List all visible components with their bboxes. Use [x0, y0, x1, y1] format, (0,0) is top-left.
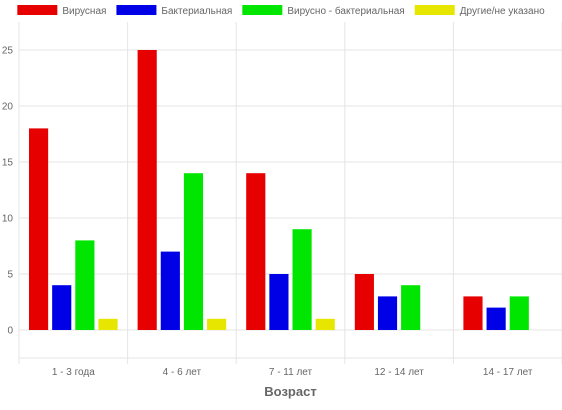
- bar[interactable]: [315, 318, 335, 330]
- bar[interactable]: [354, 274, 374, 330]
- bar[interactable]: [52, 285, 72, 330]
- legend-swatch: [17, 5, 58, 15]
- bar[interactable]: [98, 318, 118, 330]
- legend-item[interactable]: Другие/не указано: [414, 5, 545, 17]
- bar[interactable]: [292, 229, 312, 330]
- x-tick-label: 7 - 11 лет: [269, 367, 313, 378]
- legend-swatch: [242, 5, 283, 15]
- legend-item[interactable]: Вирусно - бактериальная: [242, 5, 405, 17]
- legend-label: Вирусная: [62, 6, 106, 17]
- legend-label: Другие/не указано: [460, 6, 545, 17]
- x-tick-label: 14 - 17 лет: [483, 367, 533, 378]
- y-tick-label: 5: [7, 270, 13, 281]
- legend-label: Вирусно - бактериальная: [287, 5, 404, 17]
- legend-item[interactable]: Бактериальная: [116, 5, 232, 17]
- y-tick-label: 0: [7, 326, 13, 337]
- bar[interactable]: [377, 296, 398, 330]
- bar[interactable]: [269, 274, 289, 330]
- bars: [29, 50, 529, 330]
- x-tick-label: 1 - 3 года: [52, 367, 95, 378]
- legend-swatch: [414, 5, 455, 15]
- legend-item[interactable]: Вирусная: [17, 5, 106, 17]
- bar[interactable]: [160, 251, 180, 330]
- x-tick-label: 12 - 14 лет: [374, 367, 424, 378]
- axes: 0 5 10 15 20 25 1 - 3 года 4 - 6 лет 7 - 11 лет 1…: [2, 46, 533, 379]
- bar[interactable]: [207, 318, 227, 330]
- bar[interactable]: [183, 173, 204, 330]
- bar[interactable]: [486, 307, 506, 330]
- y-tick-label: 15: [2, 158, 14, 169]
- x-tick-label: 4 - 6 лет: [163, 367, 202, 378]
- bar[interactable]: [29, 128, 49, 330]
- bar[interactable]: [246, 173, 266, 330]
- bar[interactable]: [463, 296, 483, 330]
- y-tick-label: 10: [2, 214, 14, 225]
- y-tick-label: 20: [2, 102, 14, 113]
- bar[interactable]: [137, 50, 157, 330]
- legend-label: Бактериальная: [161, 6, 232, 17]
- legend-swatch: [116, 5, 157, 15]
- x-axis-title: Возраст: [264, 384, 316, 399]
- bar[interactable]: [509, 296, 529, 330]
- bar[interactable]: [401, 285, 421, 330]
- bar[interactable]: [75, 240, 95, 330]
- y-tick-label: 25: [2, 46, 14, 57]
- grid: [18, 22, 562, 364]
- legend: Вирусная Бактериальная Вирусно - бактериал…: [17, 5, 545, 17]
